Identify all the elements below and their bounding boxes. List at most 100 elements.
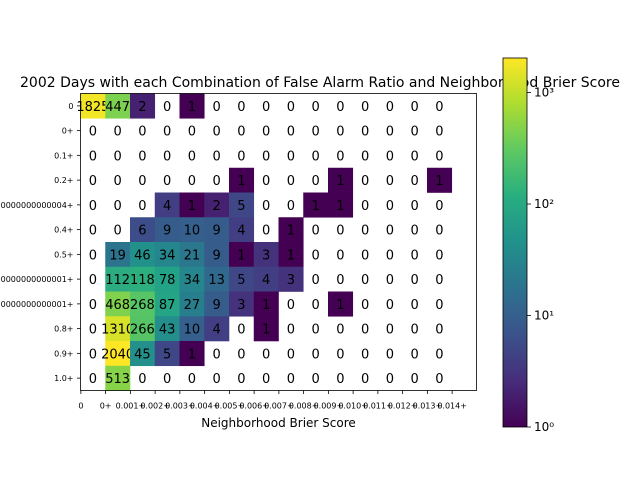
y-tick-label: 1.0+ xyxy=(54,374,73,383)
cell-value-label: 0 xyxy=(89,174,97,189)
cell-value-label: 0 xyxy=(287,323,295,338)
cell-value-label: 0 xyxy=(435,372,443,387)
y-tick-label: 0.9+ xyxy=(54,349,73,358)
cell-value-label: 1 xyxy=(188,347,196,362)
cell-value-label: 0 xyxy=(188,372,196,387)
cell-value-label: 0 xyxy=(89,248,97,263)
cell-value-label: 0 xyxy=(386,323,394,338)
x-tick-label: 0.012+ xyxy=(388,402,418,411)
heatmap-cell xyxy=(179,341,205,367)
cell-value-label: 6 xyxy=(138,224,146,239)
cell-value-label: 5 xyxy=(237,199,245,214)
cell-value-label: 2040 xyxy=(101,347,134,362)
heatmap-cell xyxy=(130,242,156,268)
cell-value-label: 0 xyxy=(386,273,394,288)
cell-value-label: 1 xyxy=(188,100,196,115)
cell-value-label: 0 xyxy=(435,347,443,362)
heatmap-cell xyxy=(204,192,230,218)
cell-value-label: 0 xyxy=(386,372,394,387)
heatmap-cell xyxy=(229,266,255,292)
cell-value-label: 0 xyxy=(361,248,369,263)
colorbar-tick-label: 10² xyxy=(534,197,554,211)
heatmap-cell xyxy=(278,217,304,243)
heatmap-cell xyxy=(154,291,180,317)
cell-value-label: 0 xyxy=(336,100,344,115)
heatmap-cell xyxy=(253,242,279,268)
cell-value-label: 1 xyxy=(336,298,344,313)
cell-value-label: 0 xyxy=(237,100,245,115)
cell-value-label: 0 xyxy=(336,224,344,239)
cell-value-label: 9 xyxy=(163,224,171,239)
cell-value-label: 27 xyxy=(184,298,201,313)
cell-value-label: 0 xyxy=(361,347,369,362)
y-tick-label: 0.4+ xyxy=(54,226,73,235)
cell-value-label: 0 xyxy=(386,298,394,313)
heatmap-cell xyxy=(105,93,131,119)
cell-value-label: 0 xyxy=(262,372,270,387)
cell-value-label: 0 xyxy=(361,199,369,214)
cell-value-label: 0 xyxy=(287,347,295,362)
cell-value-label: 0 xyxy=(386,125,394,140)
cell-value-label: 0 xyxy=(361,149,369,164)
cell-value-label: 1 xyxy=(311,199,319,214)
cell-value-label: 0 xyxy=(287,125,295,140)
cell-value-label: 2 xyxy=(138,100,146,115)
y-tick-label: 0.5+ xyxy=(54,250,73,259)
x-tick-label: 0.014+ xyxy=(437,402,467,411)
cell-value-label: 3 xyxy=(287,273,295,288)
cell-value-label: 87 xyxy=(159,298,176,313)
cell-value-label: 34 xyxy=(159,248,176,263)
cell-value-label: 0 xyxy=(311,323,319,338)
cell-value-label: 0 xyxy=(410,248,418,263)
cell-value-label: 0 xyxy=(336,248,344,263)
cell-value-label: 1 xyxy=(262,298,270,313)
cell-value-label: 0 xyxy=(435,224,443,239)
cell-value-label: 0 xyxy=(410,347,418,362)
cell-value-label: 0 xyxy=(435,298,443,313)
cell-value-label: 1 xyxy=(336,174,344,189)
heatmap-cell xyxy=(229,192,255,218)
cell-value-label: 0 xyxy=(410,372,418,387)
cell-value-label: 1 xyxy=(336,199,344,214)
cell-value-label: 1 xyxy=(435,174,443,189)
cell-value-label: 0 xyxy=(311,125,319,140)
colorbar-ticks: 10⁰ 10¹ 10² 10³ xyxy=(527,86,554,434)
cell-value-label: 0 xyxy=(113,174,121,189)
heatmap-cell xyxy=(427,167,453,193)
heatmap-cell xyxy=(80,93,106,119)
cell-value-label: 9 xyxy=(212,248,220,263)
cell-value-label: 0 xyxy=(435,248,443,263)
cell-value-label: 34 xyxy=(184,273,201,288)
cell-value-label: 9 xyxy=(212,224,220,239)
heatmap-cell xyxy=(154,217,180,243)
cell-value-label: 0 xyxy=(336,273,344,288)
heatmap-cell xyxy=(204,316,230,342)
cell-value-label: 0 xyxy=(410,100,418,115)
cell-value-label: 0 xyxy=(361,174,369,189)
cell-value-label: 0 xyxy=(163,100,171,115)
heatmap-cell xyxy=(278,266,304,292)
cell-value-label: 0 xyxy=(138,199,146,214)
cell-value-label: 0 xyxy=(386,347,394,362)
cell-value-label: 1 xyxy=(188,199,196,214)
cell-value-label: 0 xyxy=(311,372,319,387)
x-axis-ticks: 0 0+ 0.001+0.002+0.003+0.004+0.005+0.006+0… xyxy=(78,390,467,411)
cell-value-label: 0 xyxy=(89,298,97,313)
x-tick-label: 0.013+ xyxy=(413,402,443,411)
cell-value-label: 0 xyxy=(262,174,270,189)
heatmap-cell xyxy=(229,291,255,317)
cell-value-label: 3 xyxy=(262,248,270,263)
heatmap-cell xyxy=(204,266,230,292)
heatmap-cell xyxy=(179,217,205,243)
cell-value-label: 0 xyxy=(361,273,369,288)
heatmap-cell xyxy=(253,266,279,292)
x-tick-label: 0.009+ xyxy=(314,402,344,411)
cell-value-label: 0 xyxy=(386,174,394,189)
heatmap-cell xyxy=(105,291,131,317)
cell-value-label: 0 xyxy=(262,125,270,140)
heatmap-cell xyxy=(204,242,230,268)
heatmap-cell xyxy=(130,341,156,367)
cell-value-label: 0 xyxy=(435,199,443,214)
cell-value-label: 0 xyxy=(89,372,97,387)
